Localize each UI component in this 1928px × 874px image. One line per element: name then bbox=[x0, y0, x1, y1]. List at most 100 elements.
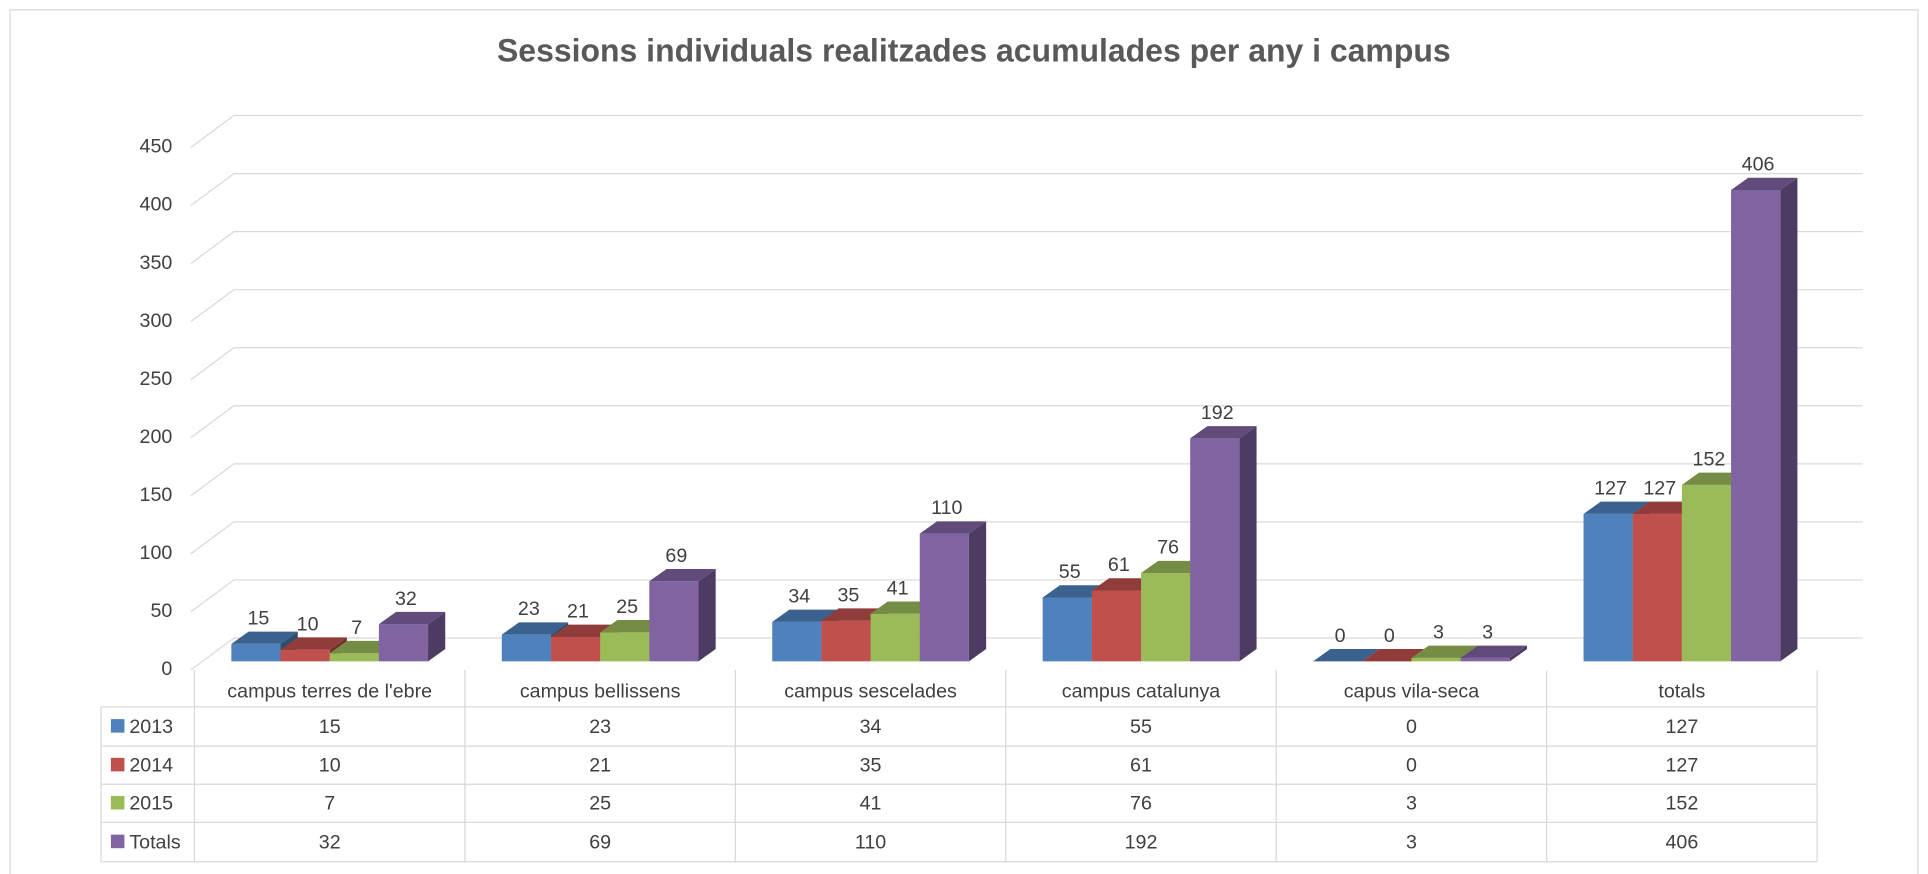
x-tick-label: campus terres de l'ebre bbox=[227, 680, 432, 702]
data-label: 32 bbox=[395, 588, 417, 610]
data-label: 3 bbox=[1433, 621, 1444, 643]
data-label: 76 bbox=[1157, 537, 1179, 559]
bar-side bbox=[428, 611, 446, 662]
table-cell: 21 bbox=[589, 755, 611, 777]
data-label: 0 bbox=[1335, 625, 1346, 647]
table-cell: 69 bbox=[589, 831, 611, 853]
grid-line bbox=[190, 289, 235, 323]
table-cell: 34 bbox=[860, 716, 882, 738]
y-tick-label: 250 bbox=[140, 368, 173, 390]
legend-label: 2013 bbox=[129, 716, 173, 738]
bar bbox=[600, 632, 650, 662]
bar-side bbox=[968, 521, 987, 662]
y-tick-label: 0 bbox=[161, 658, 172, 680]
data-label: 127 bbox=[1594, 477, 1627, 499]
table-cell: 3 bbox=[1406, 831, 1417, 853]
bar bbox=[649, 581, 699, 662]
legend-label: 2014 bbox=[129, 755, 173, 777]
table-cell: 127 bbox=[1665, 755, 1698, 777]
bar bbox=[1091, 590, 1142, 662]
legend-swatch bbox=[110, 834, 125, 849]
chart-border bbox=[9, 9, 1919, 874]
data-label: 192 bbox=[1201, 402, 1234, 424]
bar-top bbox=[1583, 501, 1650, 514]
bar bbox=[821, 620, 871, 662]
legend-swatch bbox=[110, 719, 125, 733]
x-tick-label: campus bellissens bbox=[520, 680, 681, 702]
y-tick-label: 300 bbox=[140, 310, 173, 332]
bar bbox=[550, 636, 601, 662]
bar bbox=[1731, 189, 1781, 662]
table-cell: 7 bbox=[324, 793, 335, 815]
bar bbox=[870, 613, 920, 662]
data-label: 110 bbox=[931, 497, 962, 519]
table-cell: 55 bbox=[1130, 716, 1152, 738]
data-label: 0 bbox=[1384, 625, 1395, 647]
bar-top bbox=[919, 521, 987, 534]
bar-top bbox=[501, 622, 569, 635]
data-label: 3 bbox=[1482, 621, 1493, 643]
legend-label: Totals bbox=[129, 831, 181, 853]
data-label: 61 bbox=[1108, 554, 1130, 576]
table-cell: 23 bbox=[589, 716, 611, 738]
data-label: 35 bbox=[838, 584, 860, 606]
data-label: 34 bbox=[788, 585, 810, 607]
data-label: 152 bbox=[1693, 448, 1726, 470]
table-cell: 76 bbox=[1130, 793, 1152, 815]
bar bbox=[1411, 657, 1461, 662]
data-label: 7 bbox=[351, 617, 362, 639]
table-cell: 406 bbox=[1665, 831, 1698, 853]
bar bbox=[1460, 657, 1510, 662]
data-label: 69 bbox=[665, 545, 687, 567]
table-cell: 41 bbox=[860, 793, 882, 815]
bar-top bbox=[1460, 645, 1527, 658]
data-label: 55 bbox=[1059, 561, 1081, 583]
grid-line bbox=[190, 521, 235, 555]
bar-top bbox=[1313, 649, 1380, 662]
y-tick-label: 350 bbox=[140, 252, 173, 274]
grid-line bbox=[190, 405, 235, 439]
bar-top bbox=[280, 637, 347, 650]
x-tick-label: capus vila-seca bbox=[1344, 680, 1480, 702]
y-tick-label: 150 bbox=[140, 484, 173, 506]
bar-side bbox=[1509, 645, 1527, 662]
table-cell: 0 bbox=[1406, 716, 1417, 738]
table-cell: 192 bbox=[1125, 831, 1158, 853]
table-cell: 3 bbox=[1406, 793, 1417, 815]
table-cell: 35 bbox=[860, 755, 882, 777]
bar bbox=[378, 624, 429, 662]
y-tick-label: 400 bbox=[140, 194, 173, 216]
y-tick-label: 100 bbox=[140, 542, 173, 564]
y-tick-label: 450 bbox=[140, 136, 173, 158]
table-cell: 32 bbox=[319, 831, 341, 853]
table-cell: 15 bbox=[319, 716, 341, 738]
bar-top bbox=[1190, 426, 1257, 439]
data-label: 25 bbox=[616, 596, 638, 618]
bar bbox=[501, 634, 551, 662]
grid-line bbox=[190, 115, 235, 149]
data-label: 15 bbox=[247, 608, 269, 630]
chart-title: Sessions individuals realitzades acumula… bbox=[497, 32, 1451, 68]
table-cell: 152 bbox=[1665, 793, 1698, 815]
bar bbox=[1583, 513, 1633, 662]
grid-line bbox=[190, 463, 235, 497]
data-label: 406 bbox=[1742, 154, 1775, 176]
grid-line bbox=[190, 637, 235, 671]
x-tick-label: campus sescelades bbox=[784, 680, 957, 702]
legend-label: 2015 bbox=[129, 793, 173, 815]
bar bbox=[1042, 597, 1092, 662]
legend-swatch bbox=[110, 795, 125, 810]
bar-top bbox=[772, 609, 839, 622]
bar bbox=[1141, 573, 1191, 662]
bar-top bbox=[378, 611, 446, 625]
bar bbox=[231, 643, 281, 662]
data-label: 23 bbox=[518, 598, 540, 620]
data-label: 21 bbox=[567, 601, 589, 623]
bar-top bbox=[231, 631, 298, 644]
legend-swatch bbox=[110, 757, 125, 772]
data-label: 10 bbox=[297, 613, 319, 635]
y-tick-label: 200 bbox=[140, 426, 173, 448]
bar bbox=[1190, 438, 1240, 662]
grid-line bbox=[190, 231, 235, 265]
